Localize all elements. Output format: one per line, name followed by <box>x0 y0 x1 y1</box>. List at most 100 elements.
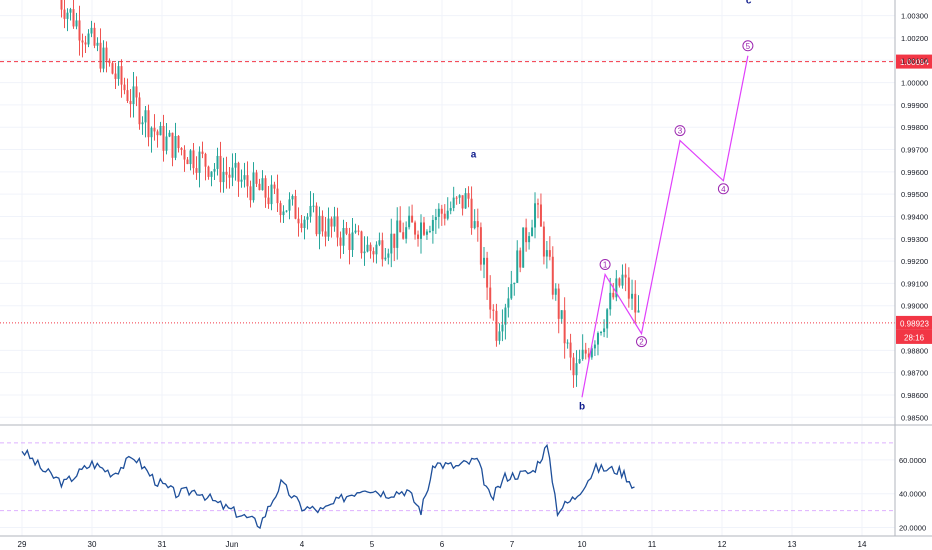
candle-body <box>405 227 408 239</box>
candle-body <box>99 42 102 69</box>
candle-body <box>387 253 390 258</box>
price-tick-label: 0.99500 <box>901 190 928 199</box>
candle-body <box>213 168 216 172</box>
candle-body <box>288 199 291 211</box>
candle-body <box>360 231 363 254</box>
candle-body <box>437 208 440 217</box>
candle-body <box>183 149 186 160</box>
candle-body <box>417 234 420 239</box>
candle-body <box>231 167 234 178</box>
candle-body <box>333 216 336 227</box>
wave-marker-label: 1 <box>603 260 608 269</box>
candle-body <box>590 348 593 358</box>
candle-body <box>75 20 78 27</box>
candle-body <box>108 60 111 64</box>
candle-body <box>243 175 246 180</box>
candle-body <box>501 324 504 332</box>
candle-body <box>90 27 93 34</box>
candle-body <box>261 178 264 191</box>
time-tick-label: 31 <box>158 540 167 549</box>
candle-body <box>525 227 528 243</box>
candle-body <box>513 282 516 285</box>
candle-body <box>560 310 563 319</box>
countdown-label: 28:16 <box>904 333 925 342</box>
time-tick-label: 7 <box>510 540 515 549</box>
candle-body <box>120 66 123 85</box>
candle-body <box>369 244 372 252</box>
candle-body <box>637 310 640 313</box>
candle-body <box>165 136 168 151</box>
time-tick-label: 6 <box>440 540 445 549</box>
candle-body <box>372 251 375 255</box>
candle-body <box>414 222 417 235</box>
candle-body <box>569 342 572 358</box>
candle-body <box>510 284 513 299</box>
candle-body <box>93 27 96 46</box>
price-tick-label: 0.98700 <box>901 369 928 378</box>
candle-body <box>422 222 425 235</box>
candle-body <box>216 155 219 169</box>
candle-body <box>486 257 489 288</box>
candle-body <box>138 97 141 125</box>
wave-letter: c <box>746 0 752 6</box>
candle-body <box>168 132 171 137</box>
candle-body <box>609 292 612 310</box>
candle-body <box>249 186 252 201</box>
candle-body <box>72 9 75 27</box>
candle-body <box>177 135 180 149</box>
candle-body <box>282 211 285 216</box>
candle-body <box>225 171 228 175</box>
osc-tick-label: 60.0000 <box>899 456 926 465</box>
candle-body <box>366 244 369 252</box>
candle-body <box>273 184 276 189</box>
candle-body <box>498 331 501 341</box>
candle-body <box>141 122 144 125</box>
candle-body <box>504 307 507 325</box>
candle-body <box>234 162 237 168</box>
candle-body <box>267 197 270 205</box>
candle-body <box>408 215 411 228</box>
candle-body <box>105 47 108 61</box>
price-tick-label: 0.99200 <box>901 257 928 266</box>
candle-body <box>495 310 498 341</box>
candle-body <box>621 274 624 286</box>
candle-body <box>180 148 183 150</box>
candles <box>60 0 640 388</box>
time-tick-label: 4 <box>300 540 305 549</box>
candle-body <box>443 213 446 219</box>
candle-body <box>455 197 458 199</box>
candle-body <box>228 174 231 178</box>
candle-body <box>378 240 381 245</box>
candle-body <box>384 257 387 260</box>
candle-body <box>240 179 243 182</box>
candle-body <box>566 342 569 344</box>
candle-body <box>516 250 519 283</box>
candle-body <box>473 221 476 229</box>
candle-body <box>348 233 351 250</box>
candle-body <box>126 90 129 101</box>
candle-body <box>81 40 84 43</box>
candle-body <box>393 233 396 248</box>
candle-body <box>542 226 545 257</box>
candle-body <box>186 159 189 165</box>
candle-body <box>306 216 309 220</box>
candle-body <box>327 218 330 237</box>
wave-path <box>581 55 749 398</box>
candle-body <box>606 309 609 329</box>
candle-body <box>584 349 587 354</box>
candle-body <box>330 218 333 227</box>
candle-body <box>342 227 345 246</box>
candle-body <box>87 33 90 45</box>
candle-body <box>162 125 165 151</box>
candle-body <box>60 0 63 10</box>
candle-body <box>270 184 273 205</box>
candle-body <box>603 328 606 333</box>
price-tick-label: 0.99800 <box>901 123 928 132</box>
candle-body <box>396 220 399 248</box>
osc-tick-label: 40.0000 <box>899 490 926 499</box>
candle-body <box>84 42 87 45</box>
candle-body <box>291 195 294 200</box>
candle-body <box>461 195 464 209</box>
time-tick-label: 29 <box>18 540 27 549</box>
